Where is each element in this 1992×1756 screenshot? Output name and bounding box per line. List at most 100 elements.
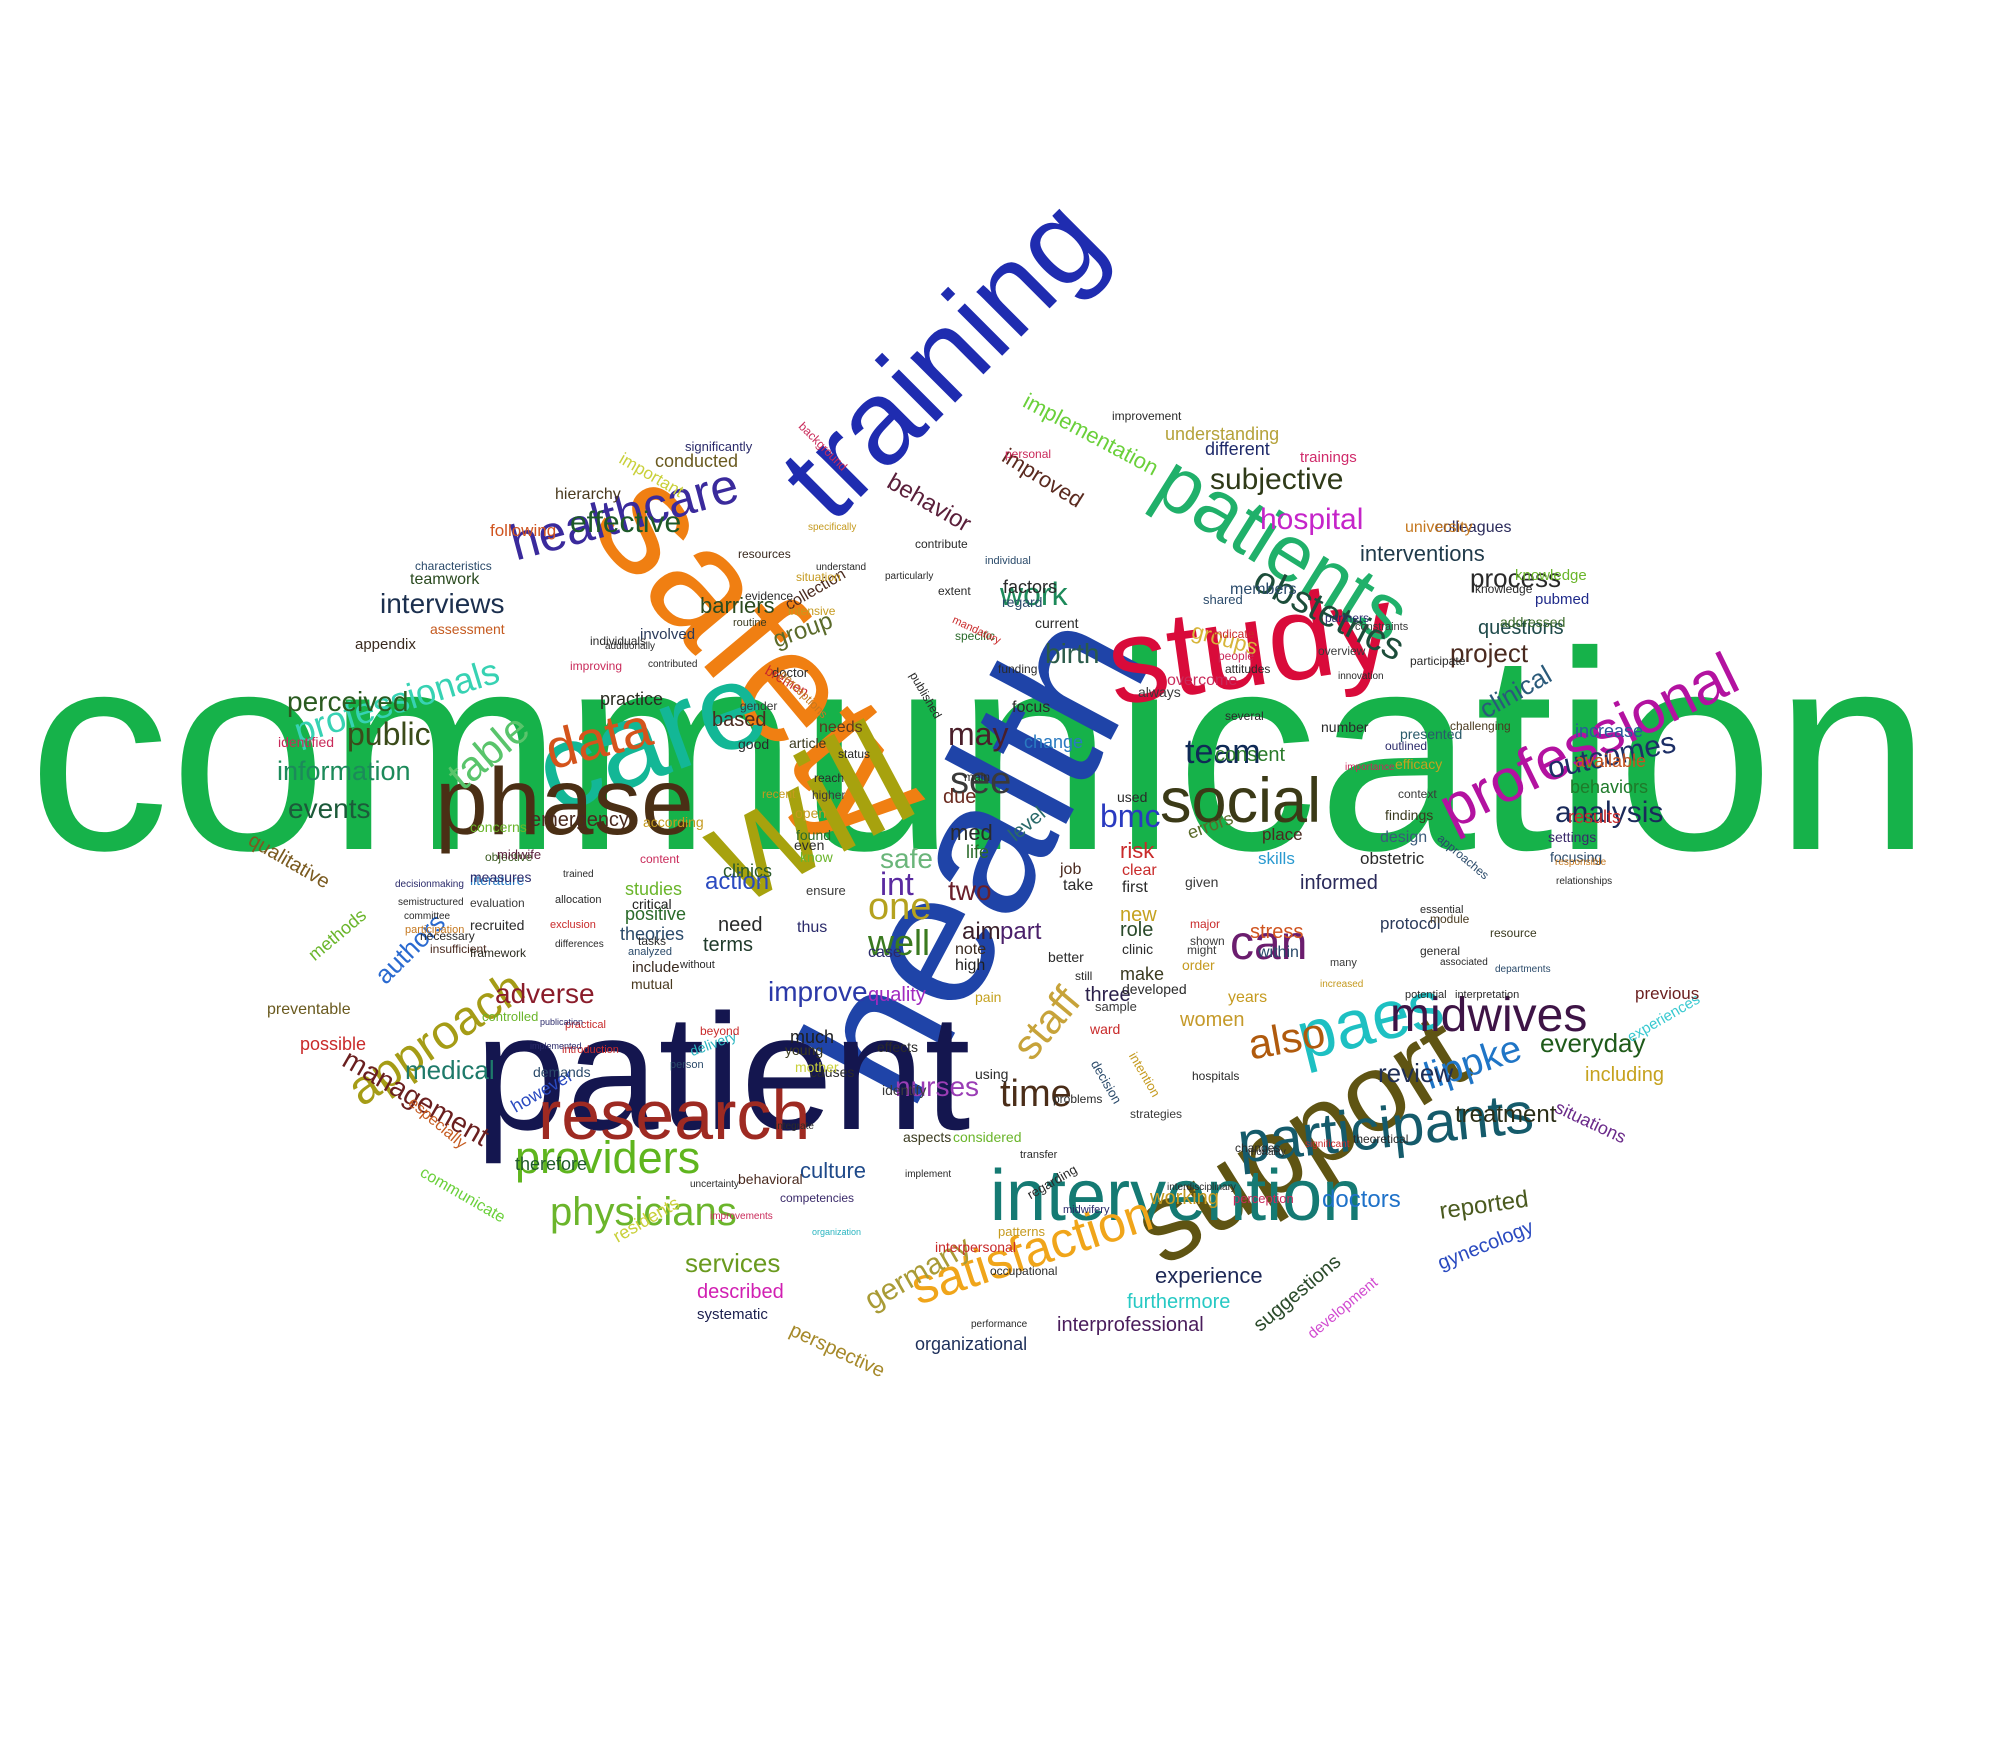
cloud-word-obstetric: obstetric <box>1360 849 1425 868</box>
cloud-word-general: general <box>1420 944 1461 958</box>
cloud-word-recruited: recruited <box>470 917 525 933</box>
cloud-word-differences: differences <box>555 939 604 950</box>
cloud-word-problems: problems <box>1053 1092 1103 1106</box>
cloud-word-improvement: improvement <box>1112 409 1182 423</box>
cloud-word-medical: medical <box>405 1055 495 1085</box>
cloud-word-framework: framework <box>470 946 527 960</box>
cloud-word-challenging: challenging <box>1450 719 1511 733</box>
cloud-word-particularly: particularly <box>885 571 934 582</box>
cloud-word-indicate: indicate <box>1213 627 1255 641</box>
cloud-word-causes: causes <box>810 1064 855 1080</box>
cloud-word-available: available <box>1575 751 1647 771</box>
cloud-word-number: number <box>1321 719 1369 735</box>
cloud-word-resource: resource <box>1490 926 1537 940</box>
cloud-word-participation: participation <box>405 924 465 936</box>
cloud-word-terms: terms <box>703 934 753 956</box>
cloud-word-improvements: improvements <box>710 1211 773 1222</box>
cloud-word-relationships: relationships <box>1556 876 1613 887</box>
cloud-word-reach: reach <box>814 771 845 785</box>
cloud-word-action: action <box>705 868 770 895</box>
cloud-word-mortality: mortality <box>1248 1147 1286 1158</box>
cloud-word-pubmed: pubmed <box>1535 591 1590 608</box>
cloud-word-findings: findings <box>1385 807 1434 823</box>
cloud-word-bmc: bmc <box>1100 798 1161 834</box>
cloud-word-two: two <box>948 875 992 906</box>
cloud-word-see: see <box>950 760 1012 802</box>
cloud-word-place: place <box>1262 825 1303 844</box>
cloud-word-according: according <box>643 814 704 830</box>
cloud-word-midwife: midwife <box>497 847 542 862</box>
cloud-word-improving: improving <box>570 659 623 673</box>
cloud-word-factors: factors <box>1003 577 1058 597</box>
cloud-word-importance: importance <box>1345 762 1395 773</box>
cloud-word-partners: partners <box>1325 611 1370 625</box>
cloud-word-situation: situation <box>796 570 841 584</box>
cloud-word-nurses: nurses <box>895 1071 980 1102</box>
cloud-word-behaviors: behaviors <box>1570 777 1649 797</box>
cloud-word-extent: extent <box>938 584 971 598</box>
cloud-word-including: including <box>1585 1064 1664 1086</box>
cloud-word-include: include <box>632 959 680 976</box>
cloud-word-clinics: clinics <box>723 861 773 881</box>
cloud-word-critical: critical <box>632 896 672 912</box>
cloud-word-routine: routine <box>733 617 767 629</box>
cloud-word-new: new <box>1120 904 1157 926</box>
cloud-word-significant: significant <box>1305 1139 1350 1150</box>
cloud-word-trained: trained <box>563 869 594 880</box>
cloud-word-shown: shown <box>1190 934 1225 948</box>
cloud-word-interviews: interviews <box>380 588 505 619</box>
cloud-word-increase: increase <box>1575 721 1644 741</box>
cloud-word-tasks: tasks <box>638 934 667 948</box>
cloud-word-doctors: doctors <box>1322 1186 1401 1213</box>
cloud-word-process: process <box>1470 563 1562 593</box>
cloud-word-implemented: implemented <box>530 1041 582 1051</box>
cloud-word-may: may <box>948 716 1009 752</box>
cloud-word-clear: clear <box>1122 862 1157 879</box>
cloud-word-services: services <box>685 1248 781 1278</box>
cloud-word-patient: patient <box>475 980 971 1164</box>
cloud-word-aim: aim <box>962 918 1001 945</box>
cloud-word-allocation: allocation <box>555 894 602 906</box>
cloud-word-demands: demands <box>533 1064 591 1080</box>
cloud-word-emergency: emergency <box>530 809 629 831</box>
cloud-word-intensive: intensive <box>788 604 836 618</box>
cloud-word-individuals: individuals <box>590 634 647 648</box>
cloud-word-potential: potential <box>1405 989 1447 1001</box>
cloud-word-time: time <box>1000 1073 1072 1115</box>
cloud-word-within: within <box>1258 944 1299 961</box>
cloud-word-perspective: perspective <box>786 1319 889 1383</box>
cloud-word-events: events <box>288 793 371 824</box>
cloud-word-beyond: beyond <box>700 1024 740 1038</box>
cloud-word-interprofessional: interprofessional <box>1057 1314 1204 1336</box>
cloud-word-without: without <box>680 959 715 971</box>
cloud-word-order: order <box>1182 957 1215 973</box>
cloud-word-involved: involved <box>640 626 696 643</box>
cloud-word-clinic: clinic <box>1122 941 1154 957</box>
cloud-word-practical: practical <box>565 1019 606 1031</box>
cloud-word-different: different <box>1205 439 1270 459</box>
cloud-word-improve: improve <box>768 976 868 1007</box>
cloud-word-controlled: controlled <box>482 1009 539 1024</box>
cloud-word-med: med <box>950 820 993 845</box>
cloud-word-interventions: interventions <box>1360 541 1485 566</box>
cloud-word-constraints: constraints <box>1355 621 1409 633</box>
cloud-word-much: much <box>790 1027 835 1047</box>
cloud-word-open: open <box>795 805 827 821</box>
cloud-word-outlined: outlined <box>1385 739 1428 753</box>
cloud-word-first: first <box>1122 879 1148 896</box>
cloud-word-sample: sample <box>1095 999 1137 1014</box>
cloud-word-personal: personal <box>1005 447 1052 461</box>
cloud-word-young: young <box>785 1042 824 1058</box>
cloud-word-information: information <box>277 756 411 786</box>
cloud-word-people: people <box>1218 649 1255 663</box>
cloud-word-furthermore: furthermore <box>1127 1291 1231 1313</box>
cloud-word-effective: effective <box>570 506 682 539</box>
cloud-word-subjective: subjective <box>1210 463 1344 496</box>
cloud-word-gender: gender <box>740 699 778 713</box>
cloud-word-measures: measures <box>470 869 532 885</box>
cloud-word-objective: objective <box>485 850 533 864</box>
cloud-word-current: current <box>1035 615 1079 631</box>
cloud-word-given: given <box>1185 874 1219 890</box>
cloud-word-methods: methods <box>304 904 371 965</box>
cloud-word-specific: specific <box>955 629 996 643</box>
